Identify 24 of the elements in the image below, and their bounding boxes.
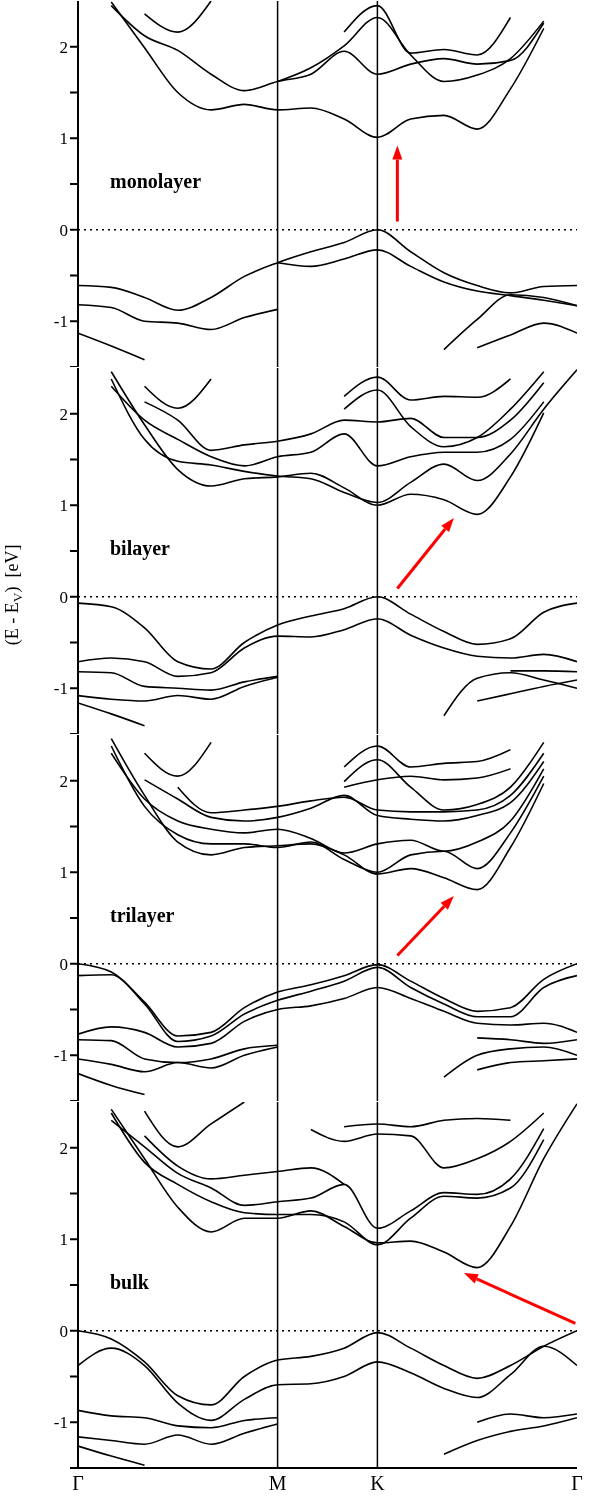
y-tick-label: 0: [59, 587, 68, 607]
annotation: bulk: [110, 1271, 149, 1294]
y-tick-label: 0: [59, 1321, 68, 1341]
x-tick-label: Γ: [571, 1472, 583, 1495]
y-tick-label: 2: [59, 771, 68, 791]
y-tick-label: 1: [59, 129, 68, 149]
y-tick-label: 1: [59, 496, 68, 516]
y-tick-label: 2: [59, 404, 68, 424]
y-tick-label: 2: [59, 37, 68, 57]
x-tick-label: Γ: [72, 1472, 84, 1495]
y-tick-label: -1: [53, 312, 68, 332]
annotation: monolayer: [110, 170, 202, 193]
y-tick-label: 0: [59, 954, 68, 974]
y-tick-label: -1: [53, 1046, 68, 1066]
annotation: trilayer: [110, 904, 175, 927]
y-tick-label: 1: [59, 1230, 68, 1250]
y-tick-label: 0: [59, 220, 68, 240]
y-tick-label: -1: [53, 679, 68, 699]
y-tick-label: 1: [59, 863, 68, 883]
x-tick-label: M: [268, 1472, 287, 1495]
y-tick-label: 2: [59, 1138, 68, 1158]
annotation: bilayer: [110, 537, 170, 560]
y-tick-label: -1: [53, 1413, 68, 1433]
x-tick-label: K: [370, 1472, 386, 1495]
